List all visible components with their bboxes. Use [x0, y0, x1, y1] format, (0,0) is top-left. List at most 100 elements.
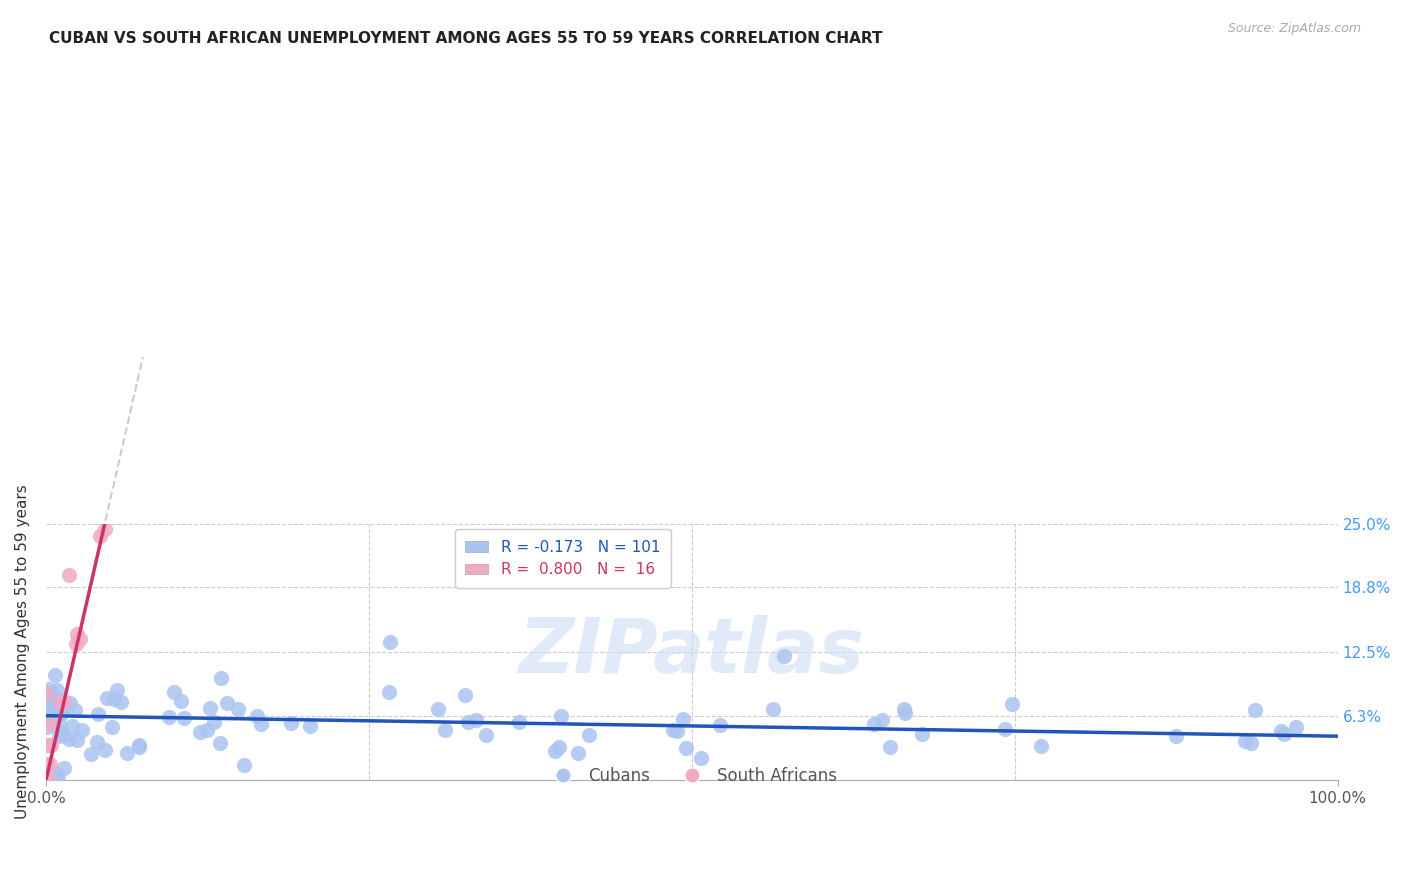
Y-axis label: Unemployment Among Ages 55 to 59 years: Unemployment Among Ages 55 to 59 years	[15, 484, 30, 820]
Point	[87, 707, 110, 722]
Point	[675, 740, 697, 755]
Point	[475, 728, 498, 742]
Point	[38, 707, 60, 722]
Point	[1244, 703, 1267, 717]
Point	[661, 723, 683, 737]
Point	[773, 648, 796, 663]
Point	[454, 688, 477, 702]
Point	[879, 740, 901, 755]
Point	[250, 716, 273, 731]
Point	[105, 682, 128, 697]
Point	[457, 714, 479, 729]
Point	[103, 692, 125, 706]
Point	[1272, 727, 1295, 741]
Point	[1285, 720, 1308, 734]
Point	[378, 685, 401, 699]
Legend: Cubans, South Africans: Cubans, South Africans	[540, 760, 844, 791]
Point	[1029, 739, 1052, 753]
Point	[170, 694, 193, 708]
Point	[232, 758, 254, 772]
Point	[41, 710, 63, 724]
Point	[39, 717, 62, 731]
Point	[993, 722, 1015, 736]
Point	[544, 744, 567, 758]
Point	[51, 706, 73, 721]
Point	[41, 701, 63, 715]
Point	[45, 709, 67, 723]
Point	[89, 529, 111, 543]
Text: ZIPatlas: ZIPatlas	[519, 615, 865, 690]
Point	[38, 681, 60, 696]
Point	[35, 686, 58, 700]
Point	[427, 702, 450, 716]
Point	[188, 725, 211, 739]
Point	[58, 568, 80, 582]
Point	[872, 713, 894, 727]
Point	[80, 747, 103, 762]
Point	[60, 718, 83, 732]
Point	[198, 701, 221, 715]
Point	[63, 703, 86, 717]
Point	[893, 702, 915, 716]
Point	[51, 725, 73, 739]
Point	[35, 757, 58, 772]
Point	[195, 723, 218, 737]
Point	[508, 715, 530, 730]
Point	[1270, 724, 1292, 739]
Point	[1234, 734, 1257, 748]
Point	[96, 691, 118, 706]
Point	[37, 772, 59, 787]
Point	[42, 711, 65, 725]
Point	[100, 720, 122, 734]
Point	[38, 738, 60, 752]
Point	[53, 761, 76, 775]
Point	[58, 732, 80, 747]
Point	[862, 717, 884, 731]
Point	[299, 719, 322, 733]
Point	[48, 729, 70, 743]
Point	[52, 700, 75, 714]
Point	[69, 632, 91, 647]
Point	[37, 739, 59, 753]
Point	[39, 738, 62, 752]
Point	[567, 747, 589, 761]
Point	[37, 706, 59, 721]
Point	[37, 707, 59, 722]
Point	[35, 720, 58, 734]
Point	[38, 691, 60, 706]
Point	[94, 522, 117, 536]
Point	[42, 695, 65, 709]
Point	[548, 739, 571, 754]
Point	[65, 637, 87, 651]
Point	[209, 671, 232, 685]
Point	[66, 732, 89, 747]
Point	[45, 767, 67, 781]
Point	[44, 668, 66, 682]
Point	[434, 723, 457, 737]
Point	[762, 702, 785, 716]
Point	[35, 709, 58, 723]
Point	[35, 709, 58, 723]
Text: CUBAN VS SOUTH AFRICAN UNEMPLOYMENT AMONG AGES 55 TO 59 YEARS CORRELATION CHART: CUBAN VS SOUTH AFRICAN UNEMPLOYMENT AMON…	[49, 31, 883, 46]
Point	[173, 711, 195, 725]
Point	[52, 728, 75, 742]
Point	[893, 706, 915, 720]
Point	[42, 687, 65, 701]
Point	[550, 709, 572, 723]
Point	[157, 710, 180, 724]
Text: Source: ZipAtlas.com: Source: ZipAtlas.com	[1227, 22, 1361, 36]
Point	[110, 696, 132, 710]
Point	[59, 697, 82, 711]
Point	[690, 751, 713, 765]
Point	[163, 685, 186, 699]
Point	[672, 713, 695, 727]
Point	[49, 695, 72, 709]
Point	[46, 683, 69, 698]
Point	[378, 635, 401, 649]
Point	[465, 713, 488, 727]
Point	[93, 743, 115, 757]
Point	[115, 746, 138, 760]
Point	[128, 738, 150, 752]
Point	[66, 627, 89, 641]
Point	[1164, 729, 1187, 743]
